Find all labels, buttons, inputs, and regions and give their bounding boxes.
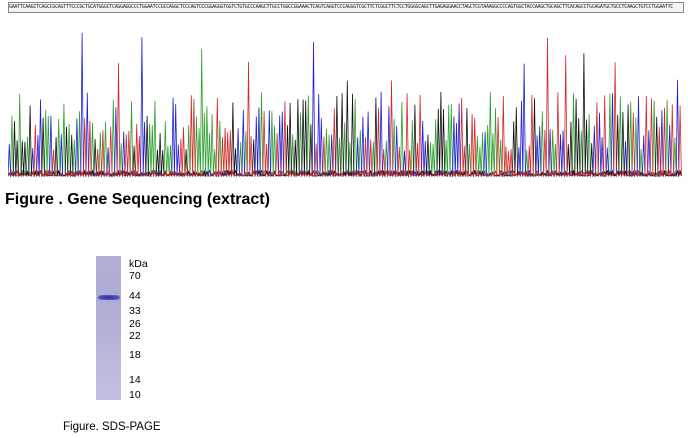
gene-sequencing-caption: Figure . Gene Sequencing (extract) xyxy=(5,191,270,208)
ladder-label-14: 14 xyxy=(129,374,141,386)
sds-page-caption: Figure. SDS-PAGE xyxy=(63,421,161,433)
trace-A xyxy=(8,48,682,178)
ladder-unit-label: kDa xyxy=(129,258,148,270)
ladder-label-10: 10 xyxy=(129,389,141,401)
ladder-label-22: 22 xyxy=(129,330,141,342)
base-call-sequence: GAATTCAAGCTCAGCCGCAGTTTCCCGCTGCATGGGCTCA… xyxy=(8,2,684,13)
sequencing-chromatogram xyxy=(8,32,682,178)
ladder-label-18: 18 xyxy=(129,349,141,361)
gel-lane xyxy=(96,256,121,400)
trace-T xyxy=(8,37,682,178)
ladder-label-33: 33 xyxy=(129,305,141,317)
ladder-label-44: 44 xyxy=(129,290,141,302)
ladder-label-26: 26 xyxy=(129,318,141,330)
ladder-label-70: 70 xyxy=(129,270,141,282)
protein-band xyxy=(98,295,120,300)
